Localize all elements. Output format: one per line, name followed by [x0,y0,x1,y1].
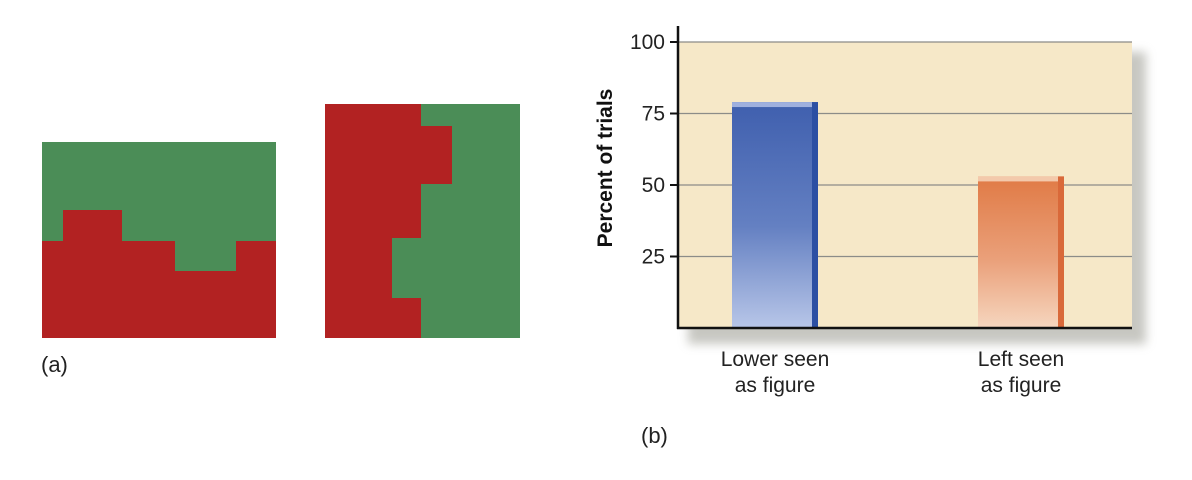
stimulus-lower-region [42,142,276,338]
panel-a-label: (a) [41,352,68,377]
stimulus-left-region [325,104,520,338]
x-category-label: Lower seen as figure [675,347,875,399]
y-ticks: 25 50 75 100 [630,31,678,269]
bar-edge-1 [1058,176,1064,328]
bar-left-seen-as-figure [978,176,1064,328]
stimulus-b-red-region [325,104,452,338]
bar-cap-0 [732,102,818,108]
x-category-label-line: as figure [734,374,816,397]
x-category-label-line: as figure [980,374,1062,397]
panel-b-label: (b) [641,423,668,448]
y-tick-label-75: 75 [642,103,665,126]
bar-edge-0 [812,102,818,328]
bar-lower-seen-as-figure [732,102,818,328]
bar-cap-1 [978,176,1064,182]
y-tick-label-100: 100 [630,31,665,54]
x-category-label-line: Left seen [977,348,1065,371]
y-tick-label-25: 25 [642,246,665,269]
bars [732,102,1064,328]
y-tick-label-50: 50 [642,174,665,197]
y-axis-label: Percent of trials [594,89,617,248]
x-category-label-line: Lower seen [720,348,830,371]
x-category-label: Left seen as figure [921,347,1121,399]
stimulus-a-red-region [42,210,276,338]
figure-ground-stimuli [42,104,520,338]
